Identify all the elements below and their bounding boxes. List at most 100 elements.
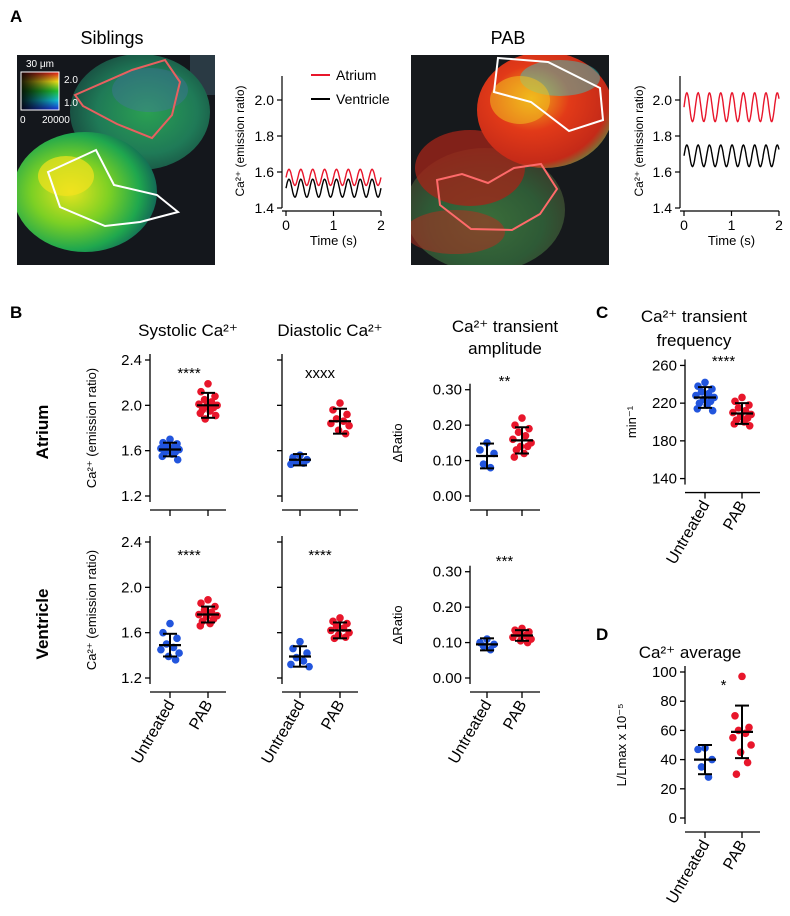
row-label-ventricle: Ventricle <box>33 589 52 660</box>
atrium-diastolic-plot: xxxx <box>277 354 358 516</box>
data-point-pab <box>200 395 209 404</box>
data-point-untreated <box>303 649 311 657</box>
scalebar-label: 30 μm <box>26 59 54 70</box>
ventricle-diastolic-plot: Untreated PAB **** <box>259 536 358 767</box>
average-plot: 0 20 40 60 80 100 Untreated PAB L/Lmax x 10⁻⁵ * <box>614 664 760 907</box>
trace-y-tick-label: 2.0 <box>653 92 673 108</box>
trace-y-tick-label: 1.8 <box>653 128 673 144</box>
colorbar-legend: 30 μm 2.0 1.0 0 20000 <box>20 59 78 126</box>
data-point-untreated <box>158 452 167 461</box>
data-point-pab <box>731 712 739 720</box>
data-point-pab <box>743 758 752 767</box>
y-tick-label: 2.4 <box>121 352 142 369</box>
data-point-untreated <box>704 773 713 781</box>
x-category-label: Untreated <box>129 698 179 767</box>
y-tick-label: 60 <box>660 722 677 739</box>
colorbar-top-label: 2.0 <box>64 75 78 86</box>
siblings-title: Siblings <box>80 28 143 48</box>
data-point-untreated <box>697 388 706 396</box>
data-point-untreated <box>299 657 308 665</box>
trace-y-tick-label: 1.4 <box>653 200 673 216</box>
y-tick-label: 20 <box>660 781 677 798</box>
significance-marker: **** <box>177 365 201 382</box>
atrium-systolic-plot: 1.2 1.6 2.0 2.4 Ca²⁺ (emission ratio) **** <box>84 352 226 516</box>
panel-label-c: C <box>596 303 608 322</box>
y-axis-title: ΔRatio <box>390 423 405 462</box>
y-tick-label: 80 <box>660 693 677 710</box>
data-point-pab <box>336 399 344 407</box>
data-point-pab <box>197 599 205 607</box>
data-point-pab <box>211 392 219 401</box>
trace-y-tick-label: 2.0 <box>255 92 275 108</box>
trace-y-axis-title: Ca²⁺ (emission ratio) <box>233 85 247 196</box>
data-point-pab <box>734 404 743 412</box>
data-point-pab <box>736 748 745 757</box>
average-title: Ca²⁺ average <box>639 643 742 662</box>
trace-x-tick-label: 0 <box>282 217 290 233</box>
data-point-pab <box>332 622 341 630</box>
significance-marker: **** <box>712 353 736 370</box>
ventricle-amplitude-plot: 0.00 0.10 0.20 0.30 Untreated PAB ΔRatio *** <box>390 553 540 767</box>
data-point-pab <box>196 409 205 418</box>
significance-marker: * <box>721 677 727 694</box>
legend-ventricle-label: Ventricle <box>336 91 390 107</box>
amplitude-title-line1: Ca²⁺ transient <box>452 317 559 336</box>
legend-atrium-label: Atrium <box>336 67 376 83</box>
data-point-untreated <box>173 455 182 464</box>
colorbar-bottom-label: 1.0 <box>64 98 78 109</box>
panel-label-a: A <box>10 7 22 26</box>
x-category-label: PAB <box>318 698 348 733</box>
data-point-untreated <box>287 660 295 669</box>
data-point-untreated <box>159 628 167 637</box>
ventricle-systolic-plot: 1.2 1.6 2.0 2.4 Untreated PAB Ca²⁺ (emission r… <box>84 534 226 767</box>
colorbar-min-label: 0 <box>20 115 26 126</box>
data-point-pab <box>738 672 746 681</box>
frequency-plot: 140 180 220 260 Untreated PAB min⁻¹ **** <box>624 353 760 567</box>
data-point-pab <box>204 380 212 388</box>
y-tick-label: 2.0 <box>121 579 142 596</box>
y-tick-label: 1.2 <box>121 488 142 505</box>
trace-line-atrium <box>285 168 382 187</box>
trace-y-tick-label: 1.4 <box>255 200 275 216</box>
frequency-title-line1: Ca²⁺ transient <box>641 307 748 326</box>
data-point-pab <box>525 424 533 433</box>
y-tick-label: 0.10 <box>433 453 462 470</box>
x-category-label: PAB <box>720 498 750 533</box>
y-axis-title: ΔRatio <box>390 605 405 644</box>
y-axis-title: Ca²⁺ (emission ratio) <box>84 550 99 670</box>
trace-x-tick-label: 2 <box>775 217 783 233</box>
data-point-untreated <box>476 446 484 454</box>
y-tick-label: 0.20 <box>433 417 462 434</box>
systolic-title: Systolic Ca²⁺ <box>138 321 238 340</box>
data-point-pab <box>197 387 205 396</box>
trace-y-axis-title: Ca²⁺ (emission ratio) <box>632 85 646 196</box>
data-point-untreated <box>694 745 702 754</box>
data-point-pab <box>730 420 739 428</box>
data-point-untreated <box>305 662 313 671</box>
data-point-untreated <box>704 389 713 398</box>
trace-legend: Atrium Ventricle <box>311 67 390 107</box>
y-tick-label: 0.30 <box>433 564 462 581</box>
data-point-pab <box>732 770 741 778</box>
data-point-pab <box>729 733 737 742</box>
data-point-untreated <box>173 634 181 643</box>
data-point-pab <box>521 431 530 440</box>
pab-trace-plot: 1.4 1.6 1.8 2.0 0 1 2 Time (s) Ca²⁺ (emission ra… <box>632 76 783 248</box>
trace-x-tick-label: 1 <box>728 217 736 233</box>
x-category-label: PAB <box>720 838 750 873</box>
data-point-pab <box>518 414 526 422</box>
siblings-atrium-roi <box>73 58 182 140</box>
data-point-untreated <box>479 460 488 468</box>
data-point-untreated <box>166 619 174 628</box>
y-tick-label: 40 <box>660 752 677 769</box>
y-axis-title: min⁻¹ <box>624 405 639 438</box>
data-point-untreated <box>701 378 709 387</box>
y-tick-label: 0.00 <box>433 488 462 505</box>
data-point-pab <box>200 606 209 614</box>
atrium-amplitude-plot: 0.00 0.10 0.20 0.30 ΔRatio ** <box>390 373 540 516</box>
pab-micrograph <box>411 55 609 265</box>
data-point-pab <box>196 622 205 630</box>
data-point-untreated <box>166 435 174 444</box>
significance-marker: xxxx <box>305 365 336 382</box>
data-point-untreated <box>157 645 165 654</box>
